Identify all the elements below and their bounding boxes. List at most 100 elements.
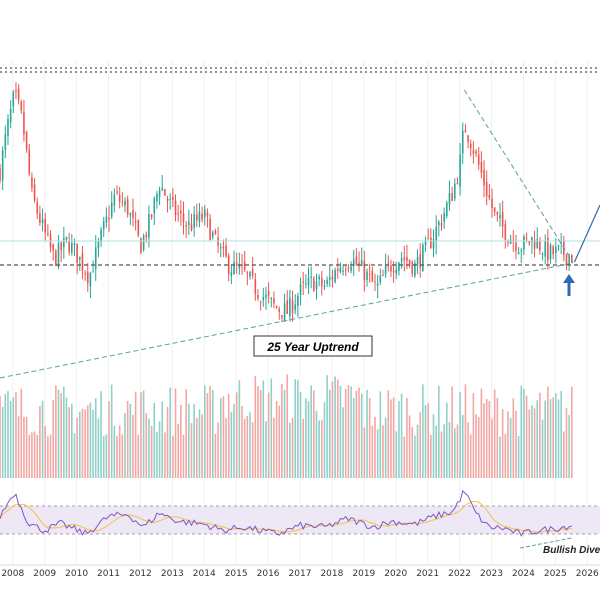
candle-body	[408, 260, 411, 265]
volume-bar	[549, 399, 552, 478]
candle-body	[438, 221, 440, 226]
candle-body	[243, 261, 246, 270]
volume-bar	[17, 416, 20, 478]
volume-bar	[278, 405, 281, 478]
volume-bar	[105, 434, 108, 478]
candle-body	[459, 154, 461, 187]
candle-body	[509, 239, 512, 245]
volume-bar	[190, 423, 193, 478]
volume-bar	[363, 427, 366, 478]
volume-bar	[201, 414, 203, 478]
candle-body	[467, 135, 469, 142]
volume-bar	[326, 375, 328, 478]
volume-bar	[137, 434, 140, 478]
candle-body	[233, 261, 235, 275]
volume-bar	[475, 414, 477, 478]
candle-body	[446, 202, 448, 217]
volume-bar	[281, 383, 283, 478]
volume-bar	[331, 381, 334, 478]
candle-body	[0, 167, 1, 181]
volume-bar	[472, 393, 475, 478]
annotations-layer	[0, 67, 600, 549]
candle-body	[305, 283, 307, 285]
candle-body	[262, 296, 265, 301]
volume-bar	[305, 398, 307, 478]
candle-body	[110, 202, 113, 217]
candle-body	[477, 154, 480, 165]
volume-bar	[169, 387, 172, 478]
volume-bar	[7, 391, 9, 478]
uptrend-label-box: 25 Year Uptrend	[253, 335, 373, 357]
volume-bar	[313, 390, 315, 478]
volume-bar	[406, 397, 408, 478]
volume-bar	[523, 388, 525, 478]
volume-bar	[84, 409, 86, 478]
volume-bar	[94, 398, 97, 478]
volume-bar	[310, 385, 312, 478]
candle-body	[57, 243, 60, 268]
volume-bar	[297, 380, 299, 478]
volume-bar	[536, 400, 539, 478]
candle-body	[414, 263, 416, 277]
volume-bar	[501, 408, 504, 478]
volume-bar	[4, 393, 7, 478]
volume-bar	[47, 436, 49, 478]
x-tick-label: 2014	[193, 569, 216, 579]
volume-bar	[318, 420, 320, 478]
volume-bar	[15, 392, 17, 478]
volume-bar	[148, 418, 150, 478]
candle-body	[190, 223, 193, 231]
candle-body	[539, 241, 541, 251]
volume-bar	[376, 429, 379, 478]
candle-body	[153, 198, 156, 214]
candle-body	[251, 269, 254, 276]
candle-body	[339, 267, 342, 272]
candle-body	[525, 238, 528, 240]
volume-bar	[25, 416, 28, 478]
volume-bar	[1, 406, 4, 478]
candle-body	[227, 255, 230, 275]
volume-bar	[230, 412, 233, 478]
candle-body	[310, 276, 312, 278]
candle-body	[541, 253, 544, 255]
volume-bar	[512, 398, 515, 478]
candle-body	[360, 260, 363, 266]
x-tick-label: 2020	[384, 569, 407, 579]
volume-bar	[557, 399, 560, 478]
x-tick-label: 2026	[576, 569, 599, 579]
x-tick-label: 2013	[161, 569, 184, 579]
candle-body	[81, 253, 84, 271]
candle-body	[132, 210, 134, 218]
volume-bar	[283, 389, 286, 478]
candle-body	[238, 264, 241, 269]
candle-body	[275, 306, 278, 308]
volume-bar	[352, 397, 355, 478]
candle-body	[347, 267, 350, 269]
volume-bar	[517, 435, 520, 478]
candle-body	[65, 236, 68, 240]
candle-body	[507, 240, 509, 243]
candle-body	[501, 212, 504, 227]
volume-bar	[467, 422, 469, 478]
volume-bar	[464, 384, 467, 478]
candle-body	[342, 270, 344, 272]
candle-body	[246, 272, 249, 274]
volume-bar	[334, 376, 336, 478]
divergence-line	[520, 537, 572, 549]
candle-body	[198, 211, 201, 222]
volume-bar	[408, 415, 411, 478]
candle-body	[39, 213, 41, 224]
x-tick-label: 2025	[544, 569, 567, 579]
volume-bar	[416, 424, 419, 478]
volume-bar	[395, 431, 398, 478]
candle-body	[1, 150, 4, 181]
volume-bar	[121, 434, 124, 478]
volume-bar	[568, 415, 570, 478]
candle-body	[158, 190, 161, 197]
volume-bar	[358, 387, 360, 478]
candle-body	[493, 207, 496, 213]
volume-bar	[39, 406, 41, 478]
volume-bar	[110, 384, 113, 478]
candle-body	[12, 91, 15, 107]
candle-body	[134, 221, 137, 223]
